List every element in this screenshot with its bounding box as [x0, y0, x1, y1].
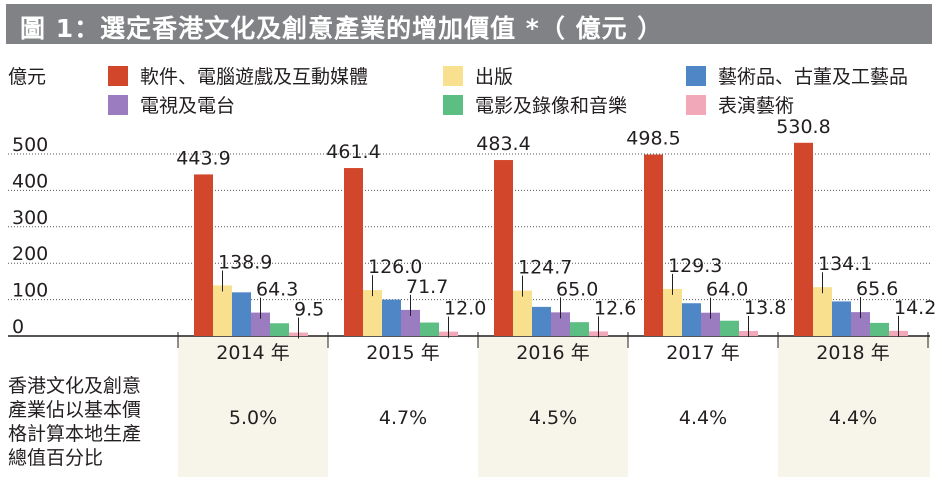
y-tick-label: 500: [12, 134, 48, 156]
share-row-label: 香港文化及創意 產業佔以基本價 格計算本地生產 總值百分比: [8, 374, 178, 470]
legend-item-software: 軟件、電腦遊戲及互動媒體: [108, 62, 368, 89]
y-tick-label: 100: [12, 280, 48, 302]
legend-swatch-art: [686, 65, 706, 86]
bar-3: [832, 301, 851, 336]
data-label: 134.1: [818, 253, 872, 275]
legend-label-film: 電影及錄像和音樂: [475, 95, 628, 117]
y-tick-label: 400: [12, 170, 48, 192]
legend-swatch-publishing: [443, 65, 463, 86]
data-label: 483.4: [476, 133, 530, 155]
bar-1: [194, 174, 213, 336]
legend-swatch-film: [443, 94, 463, 115]
legend-label-performing: 表演藝術: [718, 95, 795, 117]
data-label: 12.6: [594, 297, 636, 319]
legend-item-art: 藝術品、古董及工藝品: [686, 62, 908, 89]
x-tick-label: 2016 年: [516, 342, 589, 364]
y-tick-label: 200: [12, 243, 48, 265]
bar-1: [344, 168, 363, 336]
data-label: 461.4: [326, 141, 380, 163]
legend-item-film: 電影及錄像和音樂: [443, 91, 627, 118]
bar-3: [232, 292, 251, 336]
legend-swatch-software: [108, 65, 128, 86]
legend-item-publishing: 出版: [443, 62, 513, 89]
share-label-line: 產業佔以基本價: [8, 399, 142, 421]
bar-5: [720, 320, 739, 336]
legend-swatch-performing: [686, 94, 706, 115]
x-tick-label: 2018 年: [816, 342, 889, 364]
table-stripe-2014: [178, 335, 328, 477]
y-tick-label: 0: [12, 316, 24, 338]
legend-label-tv: 電視及電台: [140, 95, 236, 117]
data-label: 124.7: [518, 257, 572, 279]
data-label: 65.6: [856, 278, 898, 300]
legend-swatch-tv: [108, 94, 128, 115]
legend-label-publishing: 出版: [475, 66, 514, 88]
bar-2: [663, 288, 682, 336]
data-label: 71.7: [406, 276, 448, 298]
data-label: 498.5: [626, 128, 680, 150]
share-label-line: 香港文化及創意: [8, 375, 142, 397]
x-tick-label: 2015 年: [366, 342, 439, 364]
bar-4: [851, 312, 870, 336]
data-label: 126.0: [368, 256, 422, 278]
bar-4: [551, 312, 570, 336]
chart-title: 圖 1：選定香港文化及創意產業的增加價值 *（ 億元 ）: [20, 14, 664, 43]
bar-5: [270, 323, 289, 336]
bar-4: [251, 312, 270, 336]
bar-3: [682, 303, 701, 336]
share-value-2015: 4.7%: [378, 407, 428, 429]
bar-3: [382, 299, 401, 336]
data-label: 12.0: [444, 298, 486, 320]
bar-1: [794, 142, 813, 336]
data-label: 65.0: [556, 278, 598, 300]
table-stripe-2016: [478, 335, 628, 477]
data-label: 9.5: [294, 299, 324, 321]
legend-label-art: 藝術品、古董及工藝品: [718, 66, 909, 88]
x-tick-label: 2017 年: [666, 342, 739, 364]
bar-1: [494, 160, 513, 336]
data-label: 138.9: [218, 251, 272, 273]
data-label: 13.8: [744, 297, 786, 319]
share-value-2016: 4.5%: [528, 407, 578, 429]
legend-item-performing: 表演藝術: [686, 91, 794, 118]
bar-5: [870, 322, 889, 336]
bar-3: [532, 306, 551, 336]
bar-4: [401, 309, 420, 336]
x-tick-label: 2014 年: [216, 342, 289, 364]
data-label: 443.9: [176, 147, 230, 169]
bar-5: [570, 322, 589, 336]
bar-2: [363, 290, 382, 336]
share-label-line: 格計算本地生產: [8, 423, 142, 445]
legend-item-tv: 電視及電台: [108, 91, 235, 118]
share-value-2014: 5.0%: [228, 407, 278, 429]
title-bar: 圖 1：選定香港文化及創意產業的增加價值 *（ 億元 ）: [6, 4, 932, 44]
share-value-2018: 4.4%: [828, 407, 878, 429]
bar-2: [213, 285, 232, 336]
bar-2: [513, 290, 532, 336]
y-tick-label: 300: [12, 207, 48, 229]
share-value-2017: 4.4%: [678, 407, 728, 429]
data-label: 129.3: [668, 255, 722, 277]
bar-2: [813, 287, 832, 336]
legend-label-software: 軟件、電腦遊戲及互動媒體: [140, 66, 369, 88]
bar-4: [701, 312, 720, 336]
data-label: 64.3: [256, 279, 298, 301]
bar-1: [644, 154, 663, 336]
bar-5: [420, 322, 439, 336]
data-label: 64.0: [706, 279, 748, 301]
share-label-line: 總值百分比: [8, 447, 104, 469]
y-unit-label: 億元: [8, 66, 47, 88]
data-label: 14.2: [894, 297, 936, 319]
table-stripe-2018: [778, 335, 930, 477]
data-label: 530.8: [776, 116, 830, 138]
